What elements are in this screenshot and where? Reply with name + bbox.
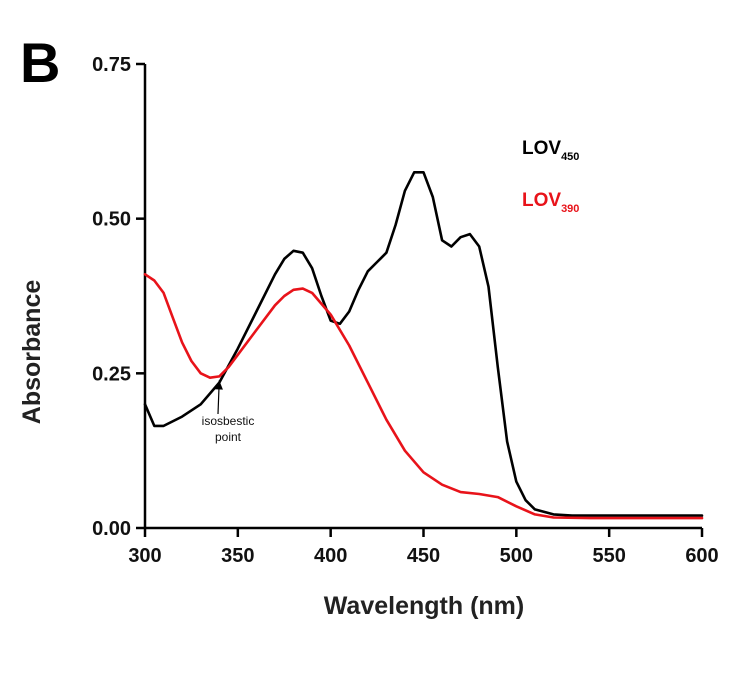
legend-entry-lov390: LOV390: [522, 190, 579, 215]
legend: LOV450 LOV390: [522, 138, 579, 215]
isosbestic-annotation: isosbestic point: [202, 380, 255, 444]
x-tick-label: 550: [592, 545, 625, 567]
series-line-lov390: [143, 272, 704, 520]
x-tick-label: 300: [128, 545, 161, 567]
legend-subscript: 450: [561, 151, 579, 163]
legend-name: LOV: [522, 190, 561, 211]
y-tick-label: 0.75: [92, 54, 131, 76]
panel-label: B: [20, 31, 60, 94]
x-tick-label: 450: [407, 545, 440, 567]
axes: [143, 64, 702, 530]
annotation-arrowhead: [214, 380, 223, 390]
legend-name: LOV: [522, 138, 561, 159]
x-ticks: 300 350 400 450 500 550 600: [128, 528, 719, 567]
annotation-text-line1: isosbestic: [202, 414, 255, 428]
annotation-text-line2: point: [215, 430, 242, 444]
y-tick-label: 0.25: [92, 363, 131, 385]
x-tick-label: 350: [221, 545, 254, 567]
legend-subscript: 390: [561, 203, 579, 215]
series-layer: [143, 171, 704, 520]
x-tick-label: 500: [500, 545, 533, 567]
x-tick-label: 600: [685, 545, 718, 567]
series-line-lov450: [143, 171, 704, 517]
x-axis-title: Wavelength (nm): [324, 592, 524, 620]
y-tick-label: 0.50: [92, 209, 131, 231]
legend-entry-lov450: LOV450: [522, 138, 579, 163]
y-tick-label: 0.00: [92, 518, 131, 540]
y-ticks: 0.00 0.25 0.50 0.75: [92, 54, 145, 540]
x-tick-label: 400: [314, 545, 347, 567]
y-axis-title: Absorbance: [18, 280, 46, 425]
